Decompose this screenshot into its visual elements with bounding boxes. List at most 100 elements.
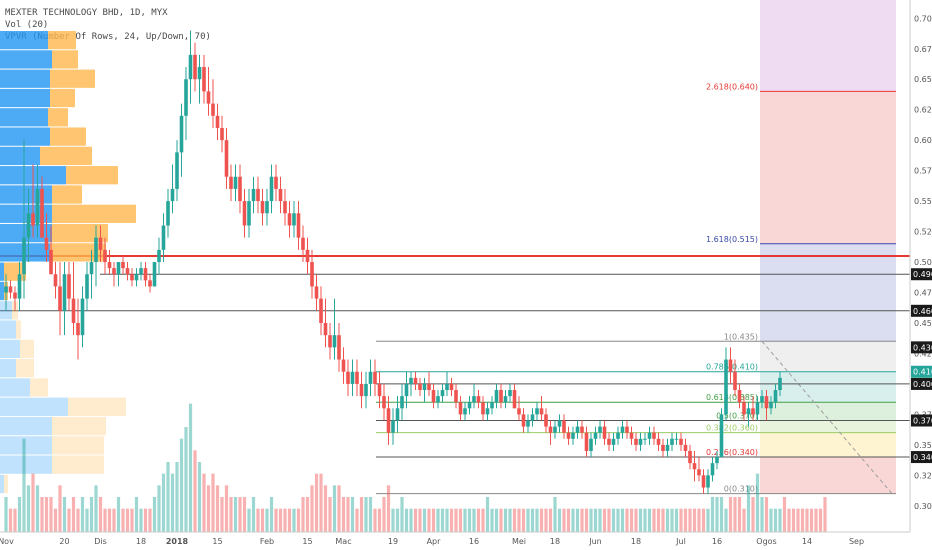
fib-zone xyxy=(760,243,896,342)
volume-bar xyxy=(242,497,247,532)
volume-bar xyxy=(391,508,395,532)
candle-body xyxy=(652,432,656,439)
price-label-box xyxy=(911,451,932,464)
candle-body xyxy=(665,444,670,451)
candle-body xyxy=(512,390,517,409)
y-tick-label: 0.525 xyxy=(914,228,932,237)
candle-body xyxy=(103,249,107,263)
candle-body xyxy=(724,359,728,415)
volume-bar xyxy=(791,508,796,532)
volume-bar xyxy=(31,473,35,532)
price-label-box xyxy=(911,365,932,378)
volume-bar xyxy=(346,497,350,532)
volume-bar xyxy=(688,508,692,532)
candle-body xyxy=(305,249,310,263)
price-label-text: 0.430 xyxy=(913,343,932,352)
x-tick-label: 16 xyxy=(712,537,722,546)
volume-bar xyxy=(499,508,503,532)
candle-body xyxy=(566,432,571,439)
volume-bar xyxy=(814,508,818,532)
candle-body xyxy=(697,469,701,476)
volume-bar xyxy=(130,508,134,532)
candle-body xyxy=(769,402,773,409)
volume-bar xyxy=(193,450,197,532)
candle-body xyxy=(481,402,485,415)
vpvr-bar-up xyxy=(0,50,52,69)
volume-bar xyxy=(566,508,571,532)
candle-body xyxy=(643,438,647,440)
fib-level-label: 2.618(0.640) xyxy=(706,82,758,91)
y-tick-label: 0.325 xyxy=(914,471,932,480)
volume-bar xyxy=(188,403,193,532)
vpvr-bar-up xyxy=(0,474,4,494)
volume-bar xyxy=(224,485,229,532)
candle-body xyxy=(584,432,589,451)
candle-body xyxy=(301,237,305,250)
candle-body xyxy=(17,274,22,299)
volume-bar xyxy=(85,508,89,532)
candle-body xyxy=(139,268,143,275)
volume-bar xyxy=(395,508,400,532)
candle-body xyxy=(553,426,557,433)
volume-bar xyxy=(17,497,22,532)
candle-body xyxy=(193,54,197,80)
candle-body xyxy=(701,475,706,488)
candle-body xyxy=(607,438,611,445)
candle-body xyxy=(764,396,769,409)
candle-body xyxy=(80,298,85,336)
volume-bar xyxy=(485,497,490,532)
candle-body xyxy=(350,371,355,384)
vpvr-bar-up xyxy=(0,127,50,146)
volume-bar xyxy=(674,508,679,532)
candle-body xyxy=(706,475,710,488)
price-label-text: 0.490 xyxy=(913,270,932,279)
x-tick-label: 15 xyxy=(302,537,312,546)
volume-bar xyxy=(202,473,206,532)
volume-bar xyxy=(274,508,278,532)
volume-bar xyxy=(211,473,215,532)
symbol-title: MEXTER TECHNOLOGY BHD, 1D, MYX xyxy=(5,8,168,18)
y-tick-label: 0.675 xyxy=(914,45,932,54)
volume-bar xyxy=(625,508,629,532)
volume-bar xyxy=(139,508,143,532)
volume-bar xyxy=(418,508,422,532)
candle-body xyxy=(332,335,337,348)
candle-body xyxy=(386,408,391,433)
volume-bar xyxy=(773,508,778,532)
volume-bar xyxy=(535,508,539,532)
candle-body xyxy=(458,402,463,415)
candle-body xyxy=(728,359,733,372)
volume-bar xyxy=(107,508,112,532)
volume-bar xyxy=(751,497,755,532)
candle-body xyxy=(274,176,278,189)
candle-body xyxy=(355,371,359,384)
candle-body xyxy=(557,420,562,427)
fib-zone xyxy=(760,432,896,458)
candle-body xyxy=(530,414,535,421)
volume-bar xyxy=(652,508,656,532)
candle-body xyxy=(755,402,760,415)
y-tick-label: 0.500 xyxy=(914,258,932,267)
y-tick-label: 0.700 xyxy=(914,14,932,23)
candle-body xyxy=(395,408,400,421)
volume-bar xyxy=(436,508,440,532)
vpvr-bar-down xyxy=(52,185,82,204)
candle-body xyxy=(314,286,319,299)
x-tick-label: 19 xyxy=(388,537,398,546)
candle-body xyxy=(620,426,625,433)
candle-body xyxy=(535,408,539,415)
candle-body xyxy=(260,201,265,214)
volume-bar xyxy=(49,497,53,532)
x-tick-label: 15 xyxy=(212,537,222,546)
vpvr-bar-up xyxy=(0,320,16,339)
candle-body xyxy=(521,414,526,427)
candle-body xyxy=(170,188,175,202)
vpvr-bar-up xyxy=(0,88,50,108)
candle-body xyxy=(490,402,494,409)
y-tick-label: 0.450 xyxy=(914,319,932,328)
candle-body xyxy=(517,408,521,415)
fib-level-label: 0(0.310) xyxy=(724,485,758,494)
candle-body xyxy=(580,426,584,433)
candle-body xyxy=(418,383,422,391)
